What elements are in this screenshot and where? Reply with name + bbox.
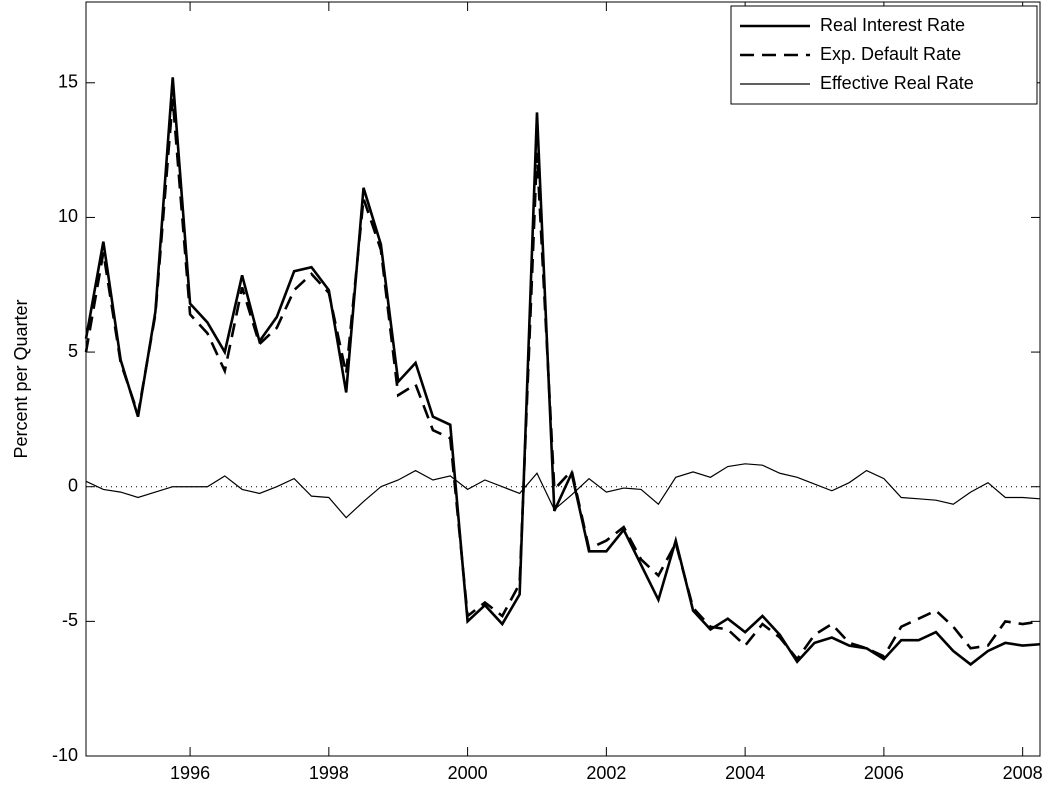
legend-label: Real Interest Rate — [820, 15, 965, 35]
y-tick-label: 5 — [68, 341, 78, 361]
y-tick-label: 0 — [68, 475, 78, 495]
x-tick-label: 1998 — [309, 763, 349, 783]
y-tick-label: 10 — [58, 206, 78, 226]
y-tick-label: -5 — [62, 610, 78, 630]
legend-box — [730, 5, 1038, 105]
x-tick-label: 1996 — [170, 763, 210, 783]
y-tick-label: 15 — [58, 72, 78, 92]
legend-label: Effective Real Rate — [820, 73, 974, 93]
legend-label: Exp. Default Rate — [820, 44, 961, 64]
x-tick-label: 2002 — [586, 763, 626, 783]
y-tick-label: -10 — [52, 745, 78, 765]
series-line — [84, 77, 1041, 667]
x-tick-label: 2008 — [1003, 763, 1043, 783]
y-axis-label: Percent per Quarter — [11, 299, 31, 458]
series-line — [85, 463, 1041, 519]
x-tick-label: 2000 — [448, 763, 488, 783]
x-tick-label: 2004 — [725, 763, 765, 783]
x-tick-label: 2006 — [864, 763, 904, 783]
plot-frame — [85, 1, 1041, 757]
series-line — [84, 98, 1041, 662]
